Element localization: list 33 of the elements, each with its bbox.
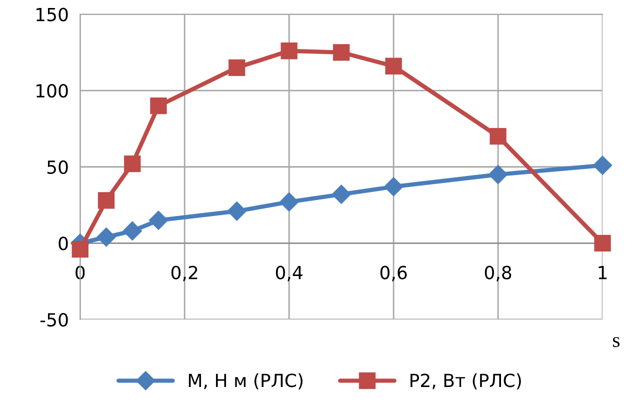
point	[385, 58, 402, 74]
point	[488, 164, 508, 184]
y-tick-label: 100	[36, 84, 68, 98]
point	[72, 240, 88, 258]
point	[122, 221, 142, 241]
x-tick-label: 1	[598, 266, 607, 280]
x-tick-label: 0,4	[276, 266, 302, 282]
point	[332, 184, 351, 204]
point	[593, 156, 612, 175]
y-tick-label: 150	[36, 8, 68, 22]
point	[490, 128, 506, 145]
point	[227, 202, 246, 221]
legend-label: M, Н м (РЛС)	[188, 373, 303, 390]
legend-label: P2, Вт (РЛС)	[410, 373, 521, 390]
point	[96, 228, 116, 247]
point	[333, 44, 350, 61]
y-tick-label: -50	[40, 312, 68, 327]
x-tick-label: 0	[76, 266, 85, 280]
point	[384, 177, 404, 196]
point	[228, 59, 246, 76]
y-tick-label: 0	[58, 236, 68, 250]
point	[98, 192, 115, 209]
y-tick-label: 50	[47, 160, 68, 174]
point	[594, 234, 611, 252]
point	[280, 42, 298, 60]
point	[124, 155, 141, 172]
x-tick-label: 0,6	[380, 266, 407, 282]
x-tick-label: 0,8	[484, 266, 512, 282]
point	[150, 97, 167, 114]
x-tick-label: 0,2	[171, 266, 198, 282]
point	[280, 192, 299, 212]
x-axis-title: s	[613, 337, 620, 348]
point	[148, 210, 168, 230]
